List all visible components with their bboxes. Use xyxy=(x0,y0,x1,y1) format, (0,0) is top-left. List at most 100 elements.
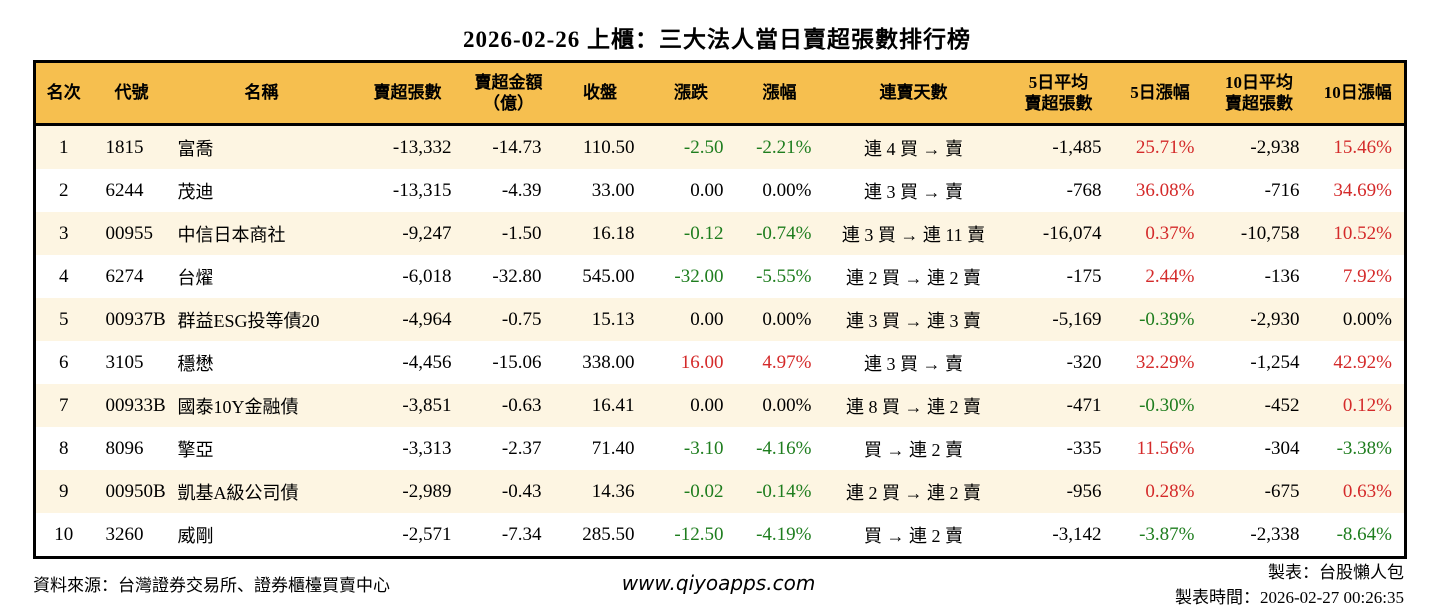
cell-name: 凱基A級公司債 xyxy=(177,482,299,503)
cell-sell_amt: -4.39 xyxy=(501,179,542,201)
cell-streak: 連 3 買 → 連 3 賣 xyxy=(846,310,981,331)
cell-change_pct: -4.16% xyxy=(756,437,812,459)
cell-pct10: 7.92% xyxy=(1342,265,1392,287)
cell-code: 8096 xyxy=(105,437,144,459)
cell-code: 1815 xyxy=(105,136,144,158)
cell-sell_amt: -0.63 xyxy=(501,394,542,416)
cell-code: 00955 xyxy=(105,222,154,244)
cell-code: 00937B xyxy=(105,308,166,330)
cell-pct10: 15.46% xyxy=(1333,136,1392,158)
cell-sell_qty: -4,456 xyxy=(402,351,452,373)
cell-avg10: -452 xyxy=(1264,394,1300,416)
cell-pct5: 0.28% xyxy=(1145,480,1195,502)
cell-avg10: -2,938 xyxy=(1250,136,1300,158)
cell-change: -32.00 xyxy=(674,265,724,287)
col-header-close: 收盤 xyxy=(553,61,647,126)
cell-change_pct: -0.14% xyxy=(756,480,812,502)
cell-streak: 連 4 買 → 賣 xyxy=(864,138,963,159)
cell-code: 3260 xyxy=(105,523,144,545)
cell-rank: 10 xyxy=(54,523,74,545)
ranking-table: 名次 代號 名稱 賣超張數 賣超金額 （億） 收盤 漲跌 漲幅 連賣天數 5日平均 賣超張數 5日漲… xyxy=(33,60,1407,559)
col-header-name: 名稱 xyxy=(171,61,352,126)
credits-block: 製表：台股懶人包 製表時間：2026-02-27 00:26:35 xyxy=(1175,561,1404,610)
cell-pct5: -0.39% xyxy=(1139,308,1195,330)
cell-rank: 1 xyxy=(59,136,69,158)
table-row: 1 1815 富喬 -13,332 -14.73 110.50 -2.50 -2.21% 連 4… xyxy=(34,124,1406,169)
cell-sell_amt: -0.75 xyxy=(501,308,542,330)
cell-rank: 7 xyxy=(59,394,69,416)
cell-change: -3.10 xyxy=(683,437,724,459)
footer: 資料來源：台灣證券交易所、證券櫃檯買賣中心 www.qiyoapps.com 製… xyxy=(33,559,1404,611)
cell-pct10: 42.92% xyxy=(1333,351,1392,373)
cell-avg10: -675 xyxy=(1264,480,1300,502)
cell-code: 00933B xyxy=(105,394,166,416)
table-body: 1 1815 富喬 -13,332 -14.73 110.50 -2.50 -2.21% 連 4… xyxy=(34,124,1406,558)
cell-pct10: -3.38% xyxy=(1336,437,1392,459)
cell-sell_qty: -6,018 xyxy=(402,265,452,287)
cell-close: 285.50 xyxy=(582,523,635,545)
cell-avg10: -2,338 xyxy=(1250,523,1300,545)
table-header: 名次 代號 名稱 賣超張數 賣超金額 （億） 收盤 漲跌 漲幅 連賣天數 5日平均 賣超張數 5日漲… xyxy=(34,61,1406,126)
cell-close: 15.13 xyxy=(591,308,635,330)
cell-sell_amt: -7.34 xyxy=(501,523,542,545)
cell-pct5: 0.37% xyxy=(1145,222,1195,244)
cell-streak: 連 3 買 → 賣 xyxy=(864,181,963,202)
cell-rank: 8 xyxy=(59,437,69,459)
cell-avg5: -1,485 xyxy=(1052,136,1102,158)
data-source-text: 資料來源：台灣證券交易所、證券櫃檯買賣中心 xyxy=(33,576,390,595)
cell-change_pct: -5.55% xyxy=(756,265,812,287)
cell-avg5: -3,142 xyxy=(1052,523,1102,545)
col-header-change_pct: 漲幅 xyxy=(735,61,824,126)
table-row: 4 6274 台燿 -6,018 -32.80 545.00 -32.00 -5.55% 連 2… xyxy=(34,255,1406,298)
cell-avg10: -304 xyxy=(1264,437,1300,459)
cell-rank: 6 xyxy=(59,351,69,373)
cell-close: 14.36 xyxy=(591,480,635,502)
cell-avg10: -136 xyxy=(1264,265,1300,287)
cell-pct10: -8.64% xyxy=(1336,523,1392,545)
cell-streak: 連 3 買 → 賣 xyxy=(864,353,963,374)
cell-sell_qty: -13,332 xyxy=(392,136,452,158)
cell-change: 16.00 xyxy=(680,351,724,373)
cell-streak: 連 2 買 → 連 2 賣 xyxy=(846,482,981,503)
cell-sell_qty: -3,851 xyxy=(402,394,452,416)
cell-avg10: -716 xyxy=(1264,179,1300,201)
cell-pct10: 0.63% xyxy=(1342,480,1392,502)
cell-sell_amt: -32.80 xyxy=(492,265,542,287)
cell-close: 545.00 xyxy=(582,265,635,287)
cell-close: 110.50 xyxy=(582,136,635,158)
cell-change_pct: -0.74% xyxy=(756,222,812,244)
cell-close: 338.00 xyxy=(582,351,635,373)
table-row: 9 00950B 凱基A級公司債 -2,989 -0.43 14.36 -0.02 -0.14… xyxy=(34,470,1406,513)
table-header-row: 名次 代號 名稱 賣超張數 賣超金額 （億） 收盤 漲跌 漲幅 連賣天數 5日平均 賣超張數 5日漲… xyxy=(34,61,1406,126)
page-title: 2026-02-26 上櫃：三大法人當日賣超張數排行榜 xyxy=(462,27,972,52)
cell-streak: 連 2 買 → 連 2 賣 xyxy=(846,267,981,288)
cell-avg5: -956 xyxy=(1066,480,1102,502)
cell-change_pct: -4.19% xyxy=(756,523,812,545)
cell-pct10: 34.69% xyxy=(1333,179,1392,201)
cell-rank: 3 xyxy=(59,222,69,244)
cell-pct5: -3.87% xyxy=(1139,523,1195,545)
cell-pct5: 11.56% xyxy=(1136,437,1195,459)
table-row: 3 00955 中信日本商社 -9,247 -1.50 16.18 -0.12 -0.74% 連… xyxy=(34,212,1406,255)
table-row: 6 3105 穩懋 -4,456 -15.06 338.00 16.00 4.97% 連 3 買… xyxy=(34,341,1406,384)
table-row: 8 8096 擎亞 -3,313 -2.37 71.40 -3.10 -4.16% 買 → 連 … xyxy=(34,427,1406,470)
cell-avg10: -10,758 xyxy=(1240,222,1300,244)
col-header-avg5: 5日平均 賣超張數 xyxy=(1003,61,1114,126)
cell-close: 33.00 xyxy=(591,179,635,201)
col-header-sell_amt: 賣超金額 （億） xyxy=(463,61,554,126)
cell-streak: 買 → 連 2 賣 xyxy=(864,525,963,546)
cell-name: 富喬 xyxy=(177,138,214,159)
cell-name: 國泰10Y金融債 xyxy=(177,396,299,417)
made-at-text: 製表時間：2026-02-27 00:26:35 xyxy=(1174,587,1404,607)
cell-pct10: 10.52% xyxy=(1333,222,1392,244)
cell-streak: 買 → 連 2 賣 xyxy=(864,439,963,460)
cell-sell_qty: -2,989 xyxy=(402,480,452,502)
cell-sell_amt: -14.73 xyxy=(492,136,542,158)
cell-change: 0.00 xyxy=(690,308,724,330)
cell-code: 00950B xyxy=(105,480,166,502)
cell-name: 台燿 xyxy=(177,267,214,288)
cell-avg10: -1,254 xyxy=(1250,351,1300,373)
cell-rank: 9 xyxy=(59,480,69,502)
col-header-streak: 連賣天數 xyxy=(823,61,1004,126)
cell-change: -0.12 xyxy=(683,222,724,244)
